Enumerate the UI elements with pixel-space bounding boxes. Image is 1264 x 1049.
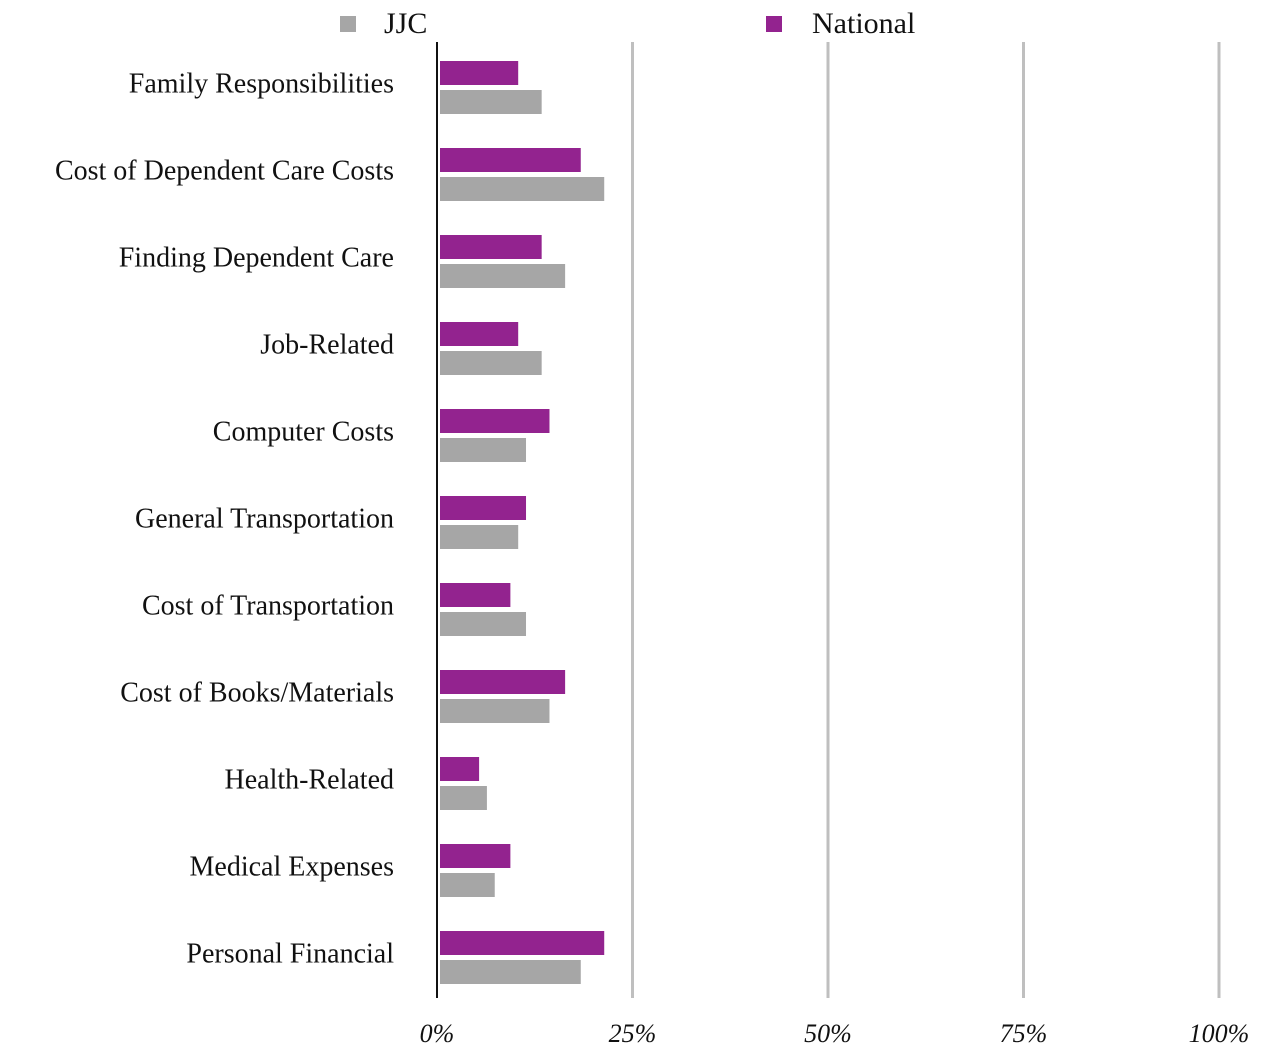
bar-national-6: [440, 583, 511, 607]
x-tick-label: 50%: [804, 1019, 852, 1048]
x-tick-label: 75%: [1000, 1019, 1048, 1048]
bar-jjc-3: [440, 351, 542, 375]
bar-national-5: [440, 496, 527, 520]
category-label: Cost of Transportation: [142, 590, 394, 621]
bar-jjc-5: [440, 525, 519, 549]
bar-national-3: [440, 322, 519, 346]
bar-national-4: [440, 409, 550, 433]
legend-swatch-national: [766, 16, 782, 32]
bar-jjc-0: [440, 90, 542, 114]
gridlines: [631, 42, 1221, 998]
bars: [440, 61, 605, 984]
category-label: Job-Related: [260, 329, 394, 360]
x-tick-labels: 0% 25% 50% 75% 100%: [420, 1019, 1250, 1048]
bar-jjc-1: [440, 177, 605, 201]
legend-label-national: National: [812, 7, 915, 40]
bar-national-0: [440, 61, 519, 85]
category-label: Family Responsibilities: [129, 68, 394, 99]
legend: JJC National: [340, 7, 915, 40]
bar-national-1: [440, 148, 581, 172]
bar-jjc-2: [440, 264, 566, 288]
bar-jjc-8: [440, 786, 487, 810]
category-label: Personal Financial: [186, 938, 394, 969]
category-label: General Transportation: [135, 503, 394, 534]
x-tick-label: 25%: [609, 1019, 657, 1048]
bar-jjc-6: [440, 612, 527, 636]
bar-jjc-10: [440, 960, 581, 984]
bar-national-7: [440, 670, 566, 694]
bar-national-8: [440, 757, 480, 781]
bar-national-10: [440, 931, 605, 955]
x-tick-label: 100%: [1189, 1019, 1250, 1048]
bar-national-2: [440, 235, 542, 259]
category-label: Finding Dependent Care: [119, 242, 394, 273]
bar-national-9: [440, 844, 511, 868]
x-tick-label: 0%: [420, 1019, 455, 1048]
category-labels: Family Responsibilities Cost of Dependent…: [55, 68, 394, 969]
category-label: Health-Related: [225, 764, 394, 795]
category-label: Computer Costs: [213, 416, 394, 447]
category-label: Medical Expenses: [190, 851, 395, 882]
legend-label-jjc: JJC: [384, 7, 427, 40]
bar-jjc-4: [440, 438, 527, 462]
category-label: Cost of Books/Materials: [120, 677, 394, 708]
bar-jjc-7: [440, 699, 550, 723]
bar-jjc-9: [440, 873, 495, 897]
legend-swatch-jjc: [340, 16, 356, 32]
category-label: Cost of Dependent Care Costs: [55, 155, 394, 186]
